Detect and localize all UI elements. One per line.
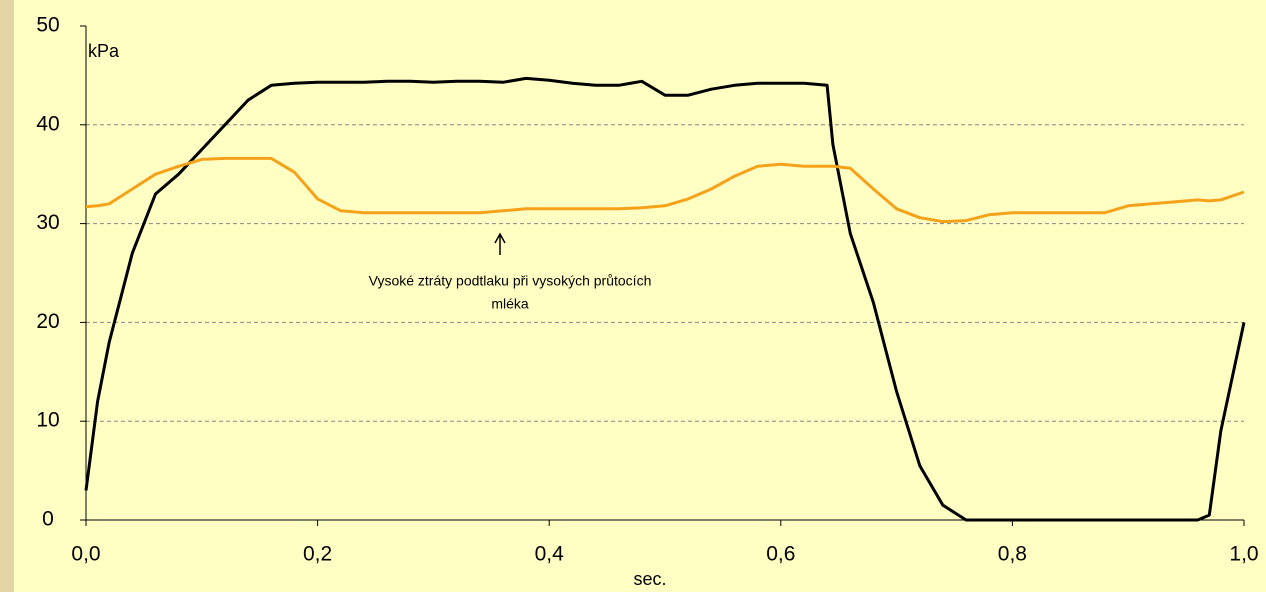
x-tick-label: 0,6 (766, 543, 795, 566)
x-tick-label: 0,0 (71, 543, 100, 566)
x-axis-label: sec. (633, 569, 666, 589)
y-tick-label: 20 (36, 310, 59, 333)
y-tick-label: 0 (42, 508, 54, 531)
y-tick-label: 30 (36, 211, 59, 234)
y-tick-label: 50 (36, 14, 59, 37)
x-tick-label: 1,0 (1229, 543, 1258, 566)
x-tick-label: 0,4 (535, 543, 565, 566)
series-line (84, 76, 1246, 522)
y-tick-label: 10 (36, 409, 59, 432)
annotation: Vysoké ztráty podtlaku při vysokých průt… (369, 273, 652, 289)
annotation: mléka (491, 296, 529, 312)
x-tick-label: 0,2 (303, 543, 332, 566)
y-tick-label: 40 (36, 112, 59, 135)
annotation-arrow (494, 232, 506, 255)
y-axis-label: kPa (88, 41, 120, 61)
series-line (85, 156, 1245, 224)
x-tick-label: 0,8 (998, 543, 1027, 566)
annotation-background (258, 268, 764, 318)
